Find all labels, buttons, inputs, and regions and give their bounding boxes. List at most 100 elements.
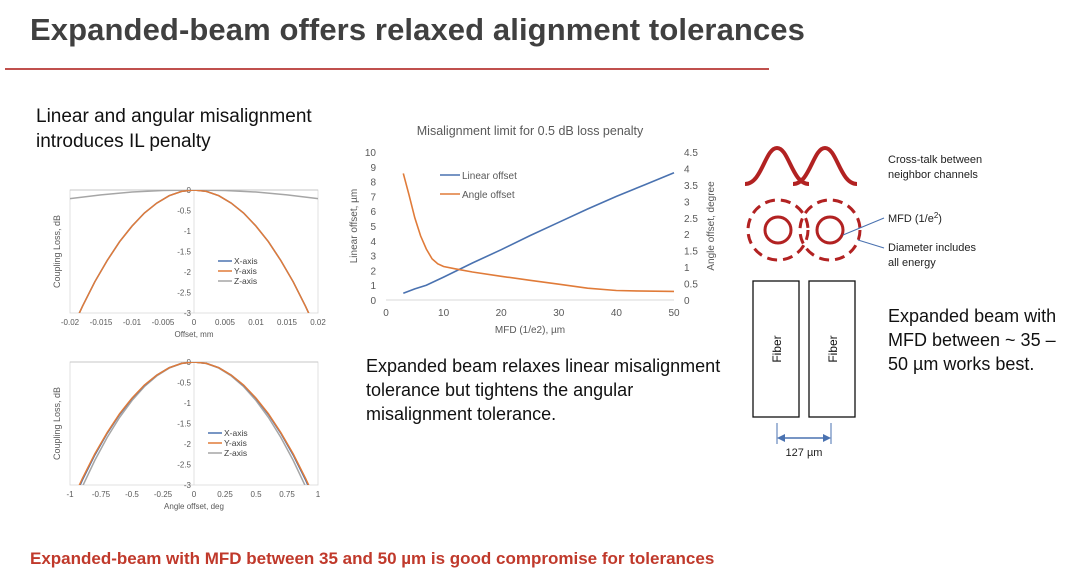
y2-tick-label: 3.5 xyxy=(684,181,698,192)
x-tick-label: -0.25 xyxy=(154,490,173,499)
slide-title: Expanded-beam offers relaxed alignment t… xyxy=(30,12,805,47)
y-tick-label: -2 xyxy=(184,268,192,277)
series-line-y-axis xyxy=(78,362,310,485)
x-axis-label: Offset, mm xyxy=(175,330,214,339)
middle-caption: Expanded beam relaxes linear misalignmen… xyxy=(366,356,721,424)
legend-label: Y-axis xyxy=(234,266,257,276)
y-tick-label: -1.5 xyxy=(177,420,191,429)
mfd-dashed-circle-left xyxy=(746,198,810,262)
y2-tick-label: 4.5 xyxy=(684,148,698,159)
y-tick-label: 5 xyxy=(370,222,376,233)
legend-label: X-axis xyxy=(224,428,248,438)
x-tick-label: -0.005 xyxy=(152,318,175,327)
misalignment-limit-chart: Misalignment limit for 0.5 dB loss penal… xyxy=(349,124,717,336)
pitch-arrowhead-right xyxy=(823,434,831,442)
x-axis-label: Angle offset, deg xyxy=(164,502,224,511)
y2-tick-label: 1.5 xyxy=(684,247,698,258)
mfd-dashed-circle-right xyxy=(798,198,862,262)
expanded-beam-diagram: Cross-talk between neighbor channels MFD … xyxy=(744,145,982,459)
y2-axis-label: Angle offset, degree xyxy=(706,181,717,271)
series-line-z-axis xyxy=(70,190,318,200)
x-tick-label: 10 xyxy=(438,308,450,319)
y2-tick-label: 3 xyxy=(684,197,690,208)
y-tick-label: -0.5 xyxy=(177,379,191,388)
crosstalk-gaussian-right xyxy=(792,145,858,186)
y2-tick-label: 0.5 xyxy=(684,280,698,291)
legend-label: Y-axis xyxy=(224,438,247,448)
y-tick-label: 10 xyxy=(365,148,377,159)
x-axis-label: MFD (1/e2), µm xyxy=(495,325,565,336)
x-tick-label: 0.005 xyxy=(215,318,236,327)
y2-tick-label: 2.5 xyxy=(684,214,698,225)
angle-offset-chart: 0-0.5-1-1.5-2-2.5-3-1 -0.75 -0.5 -0.25 0 0.25… xyxy=(52,358,321,511)
left-caption: Linear and angular misalignment introduc… xyxy=(36,106,312,152)
y-tick-label: -1 xyxy=(184,227,192,236)
x-tick-label: 0 xyxy=(192,490,197,499)
series-line-angle-offset xyxy=(402,173,675,293)
fiber-right-label: Fiber xyxy=(826,335,840,362)
x-tick-label: 0.5 xyxy=(250,490,262,499)
x-tick-label: -0.015 xyxy=(90,318,113,327)
x-tick-label: 0 xyxy=(192,318,197,327)
legend-label: Z-axis xyxy=(224,448,247,458)
y-tick-label: -0.5 xyxy=(177,207,191,216)
legend-label: X-axis xyxy=(234,256,258,266)
x-tick-label: 1 xyxy=(316,490,321,499)
y-tick-label: 9 xyxy=(370,163,376,174)
right-caption: Expanded beam with MFD between ~ 35 – 50… xyxy=(888,306,1057,374)
y-tick-label: -2.5 xyxy=(177,289,191,298)
chart-title: Misalignment limit for 0.5 dB loss penal… xyxy=(417,124,644,138)
x-tick-label: -0.75 xyxy=(92,490,111,499)
core-circle-left xyxy=(763,215,793,245)
series-line-y-axis xyxy=(78,190,310,313)
pitch-arrowhead-left xyxy=(777,434,785,442)
x-tick-label: -0.02 xyxy=(61,318,80,327)
x-tick-label: -0.5 xyxy=(125,490,139,499)
y-axis-label: Coupling Loss, dB xyxy=(52,215,62,288)
fiber-left-rect xyxy=(752,280,800,418)
y-tick-label: 4 xyxy=(370,237,376,248)
y-tick-label: -1.5 xyxy=(177,248,191,257)
y-tick-label: 3 xyxy=(370,252,376,263)
legend-label: Linear offset xyxy=(462,171,517,182)
y-axis-label: Linear offset, µm xyxy=(349,189,360,264)
crosstalk-gaussian-left xyxy=(744,145,810,186)
x-tick-label: 0.02 xyxy=(310,318,326,327)
diameter-label: Diameter includes all energy xyxy=(888,242,977,269)
y-tick-label: -3 xyxy=(184,309,192,318)
y-tick-label: -2.5 xyxy=(177,461,191,470)
x-tick-label: 0.015 xyxy=(277,318,298,327)
core-circle-right xyxy=(815,215,845,245)
x-tick-label: 30 xyxy=(553,308,565,319)
y-tick-label: 0 xyxy=(370,296,376,307)
crosstalk-label: Cross-talk between neighbor channels xyxy=(888,154,982,181)
x-tick-label: 0.01 xyxy=(248,318,264,327)
linear-offset-chart: 0 -0.5 -1 -1.5 -2 -2.5 -3 -0.02 -0.015 -0.01 -0.00… xyxy=(52,186,326,339)
legend-label: Z-axis xyxy=(234,276,257,286)
x-tick-label: 0.25 xyxy=(217,490,233,499)
y-tick-label: -1 xyxy=(184,399,192,408)
x-tick-label: 0.75 xyxy=(279,490,295,499)
x-tick-label: -0.01 xyxy=(123,318,142,327)
y-tick-label: 2 xyxy=(370,266,376,277)
pitch-label: 127 µm xyxy=(786,447,823,459)
x-tick-label: 40 xyxy=(611,308,623,319)
y-tick-label: 1 xyxy=(370,281,376,292)
fiber-right-rect xyxy=(808,280,856,418)
y2-tick-label: 1 xyxy=(684,263,690,274)
y-tick-label: -3 xyxy=(184,481,192,490)
title-divider xyxy=(5,68,769,70)
series-line-z-axis xyxy=(82,362,306,485)
y2-tick-label: 4 xyxy=(684,164,690,175)
series-line-linear-offset xyxy=(403,171,675,295)
y-tick-label: 8 xyxy=(370,178,376,189)
legend-label: Angle offset xyxy=(462,190,515,201)
fiber-left-label: Fiber xyxy=(770,335,784,362)
y2-tick-label: 2 xyxy=(684,230,690,241)
x-tick-label: 0 xyxy=(383,308,389,319)
mfd-label: MFD (1/e2) xyxy=(888,211,942,225)
y-tick-label: 6 xyxy=(370,207,376,218)
mfd-pointer xyxy=(842,217,885,236)
y-axis-label: Coupling Loss, dB xyxy=(52,387,62,460)
x-tick-label: 20 xyxy=(496,308,508,319)
